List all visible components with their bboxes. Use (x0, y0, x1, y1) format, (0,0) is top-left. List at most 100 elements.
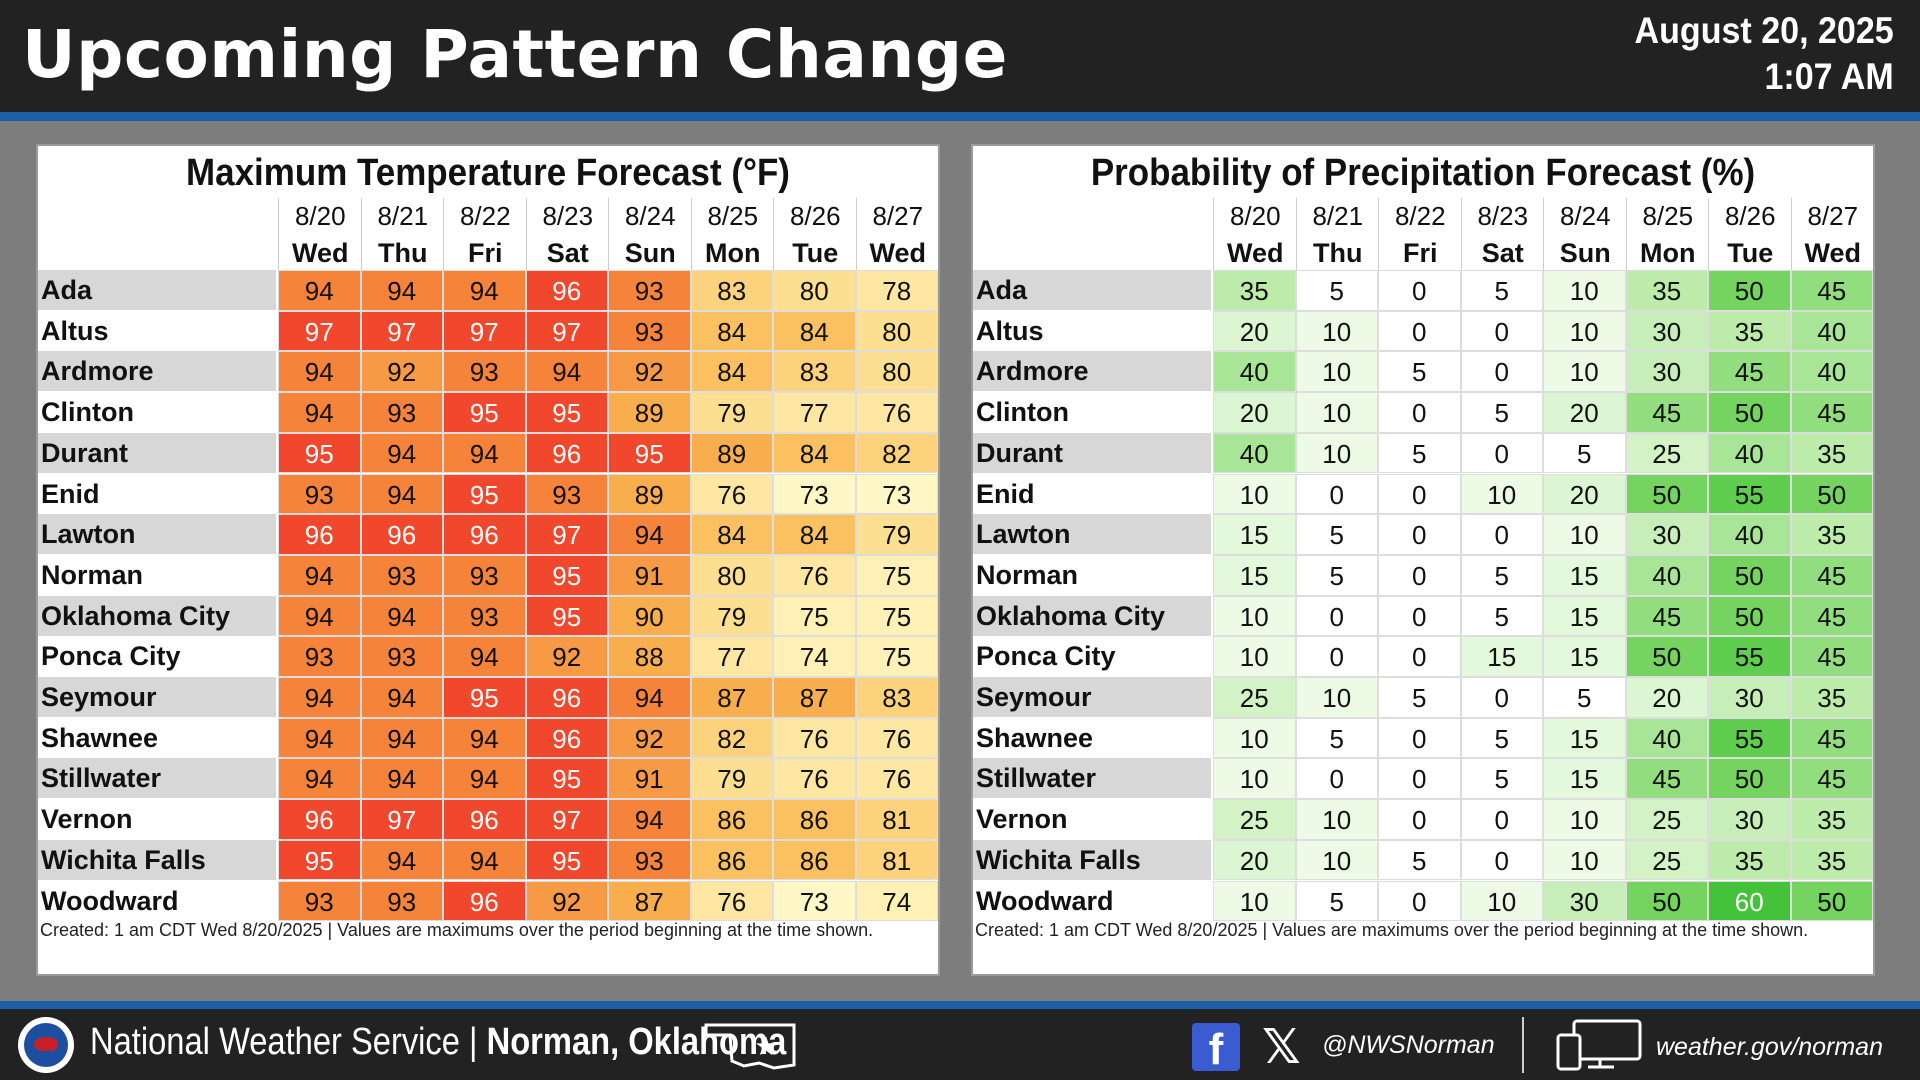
precip-value-cell: 55 (1708, 717, 1791, 759)
precip-value-cell: 30 (1543, 880, 1626, 922)
temp-value-cell: 75 (855, 554, 938, 596)
temp-city-name: Stillwater (38, 758, 276, 799)
precip-value-cell: 0 (1378, 514, 1461, 555)
temp-value-cell: 96 (443, 799, 526, 840)
temp-value-cell: 97 (360, 799, 443, 840)
precip-value-cell: 40 (1790, 310, 1873, 352)
temp-value-cell: 84 (690, 514, 773, 555)
temp-value-cell: 77 (773, 392, 856, 433)
temp-value-cell: 82 (855, 432, 938, 474)
precip-value-cell: 20 (1213, 839, 1296, 881)
precip-value-cell: 40 (1213, 432, 1296, 474)
precip-value-cell: 10 (1543, 351, 1626, 393)
precip-value-cell: 10 (1460, 473, 1543, 515)
temp-value-cell: 86 (690, 799, 773, 840)
temp-value-cell: 93 (608, 310, 691, 352)
precip-value-cell: 0 (1378, 880, 1461, 922)
precip-city-name: Norman (973, 554, 1211, 595)
temp-value-cell: 93 (360, 880, 443, 922)
precip-value-cell: 25 (1625, 432, 1708, 474)
temp-value-cell: 94 (278, 554, 361, 596)
precip-value-cell: 5 (1460, 717, 1543, 759)
precip-value-cell: 0 (1378, 717, 1461, 759)
temp-value-cell: 94 (608, 514, 691, 555)
precip-value-cell: 45 (1790, 392, 1873, 433)
precip-day-date: 8/25 (1642, 201, 1694, 231)
precip-day-weekday: Wed (1804, 238, 1861, 268)
nws-logo-icon (18, 1017, 74, 1073)
precip-value-cell: 0 (1460, 351, 1543, 393)
precip-value-cell: 0 (1378, 636, 1461, 677)
x-icon[interactable]: 𝕏 (1262, 1019, 1301, 1075)
temp-value-cell: 96 (525, 677, 608, 718)
temp-day-header: 8/27 Wed (855, 198, 940, 274)
precip-value-cell: 5 (1378, 677, 1461, 718)
footer-stripe (0, 1001, 1920, 1009)
temp-value-cell: 93 (608, 839, 691, 881)
precip-value-cell: 0 (1295, 473, 1378, 515)
temp-day-header: 8/26 Tue (773, 198, 857, 274)
precip-value-cell: 5 (1295, 880, 1378, 922)
temp-value-cell: 87 (773, 677, 856, 718)
website-link[interactable]: weather.gov/norman (1656, 1033, 1883, 1061)
precip-value-cell: 5 (1460, 554, 1543, 596)
temp-day-date: 8/27 (872, 201, 924, 231)
precip-value-cell: 50 (1625, 880, 1708, 922)
temp-day-date: 8/25 (707, 201, 759, 231)
precip-value-cell: 50 (1625, 636, 1708, 677)
precip-day-header: 8/20 Wed (1213, 198, 1297, 274)
footer-office: National Weather Service | Norman, Oklah… (90, 1021, 786, 1064)
temp-value-cell: 94 (278, 758, 361, 800)
facebook-icon[interactable]: f (1192, 1023, 1240, 1071)
temp-value-cell: 87 (690, 677, 773, 718)
precip-value-cell: 45 (1708, 351, 1791, 393)
precip-city-name: Enid (973, 473, 1211, 514)
precip-day-date: 8/20 (1229, 201, 1281, 231)
temp-day-header: 8/24 Sun (608, 198, 692, 274)
temp-value-cell: 92 (360, 351, 443, 393)
temp-value-cell: 74 (773, 636, 856, 677)
social-handle[interactable]: @NWSNorman (1322, 1031, 1495, 1059)
precip-value-cell: 15 (1543, 636, 1626, 677)
temp-day-weekday: Fri (467, 238, 503, 268)
precip-value-cell: 50 (1790, 880, 1873, 922)
precip-value-cell: 25 (1625, 839, 1708, 881)
header-bar: Upcoming Pattern Change August 20, 2025 … (0, 0, 1920, 112)
temp-city-name: Clinton (38, 392, 276, 433)
temp-value-cell: 76 (773, 758, 856, 800)
temp-value-cell: 76 (690, 473, 773, 515)
computer-icon (1556, 1019, 1642, 1071)
temp-value-cell: 76 (855, 758, 938, 800)
temp-value-cell: 79 (690, 595, 773, 637)
precip-city-name: Woodward (973, 880, 1211, 921)
precip-city-name: Shawnee (973, 717, 1211, 758)
precip-city-name: Vernon (973, 799, 1211, 840)
precip-city-name: Stillwater (973, 758, 1211, 799)
precip-value-cell: 50 (1790, 473, 1873, 515)
precip-value-cell: 5 (1378, 351, 1461, 393)
temp-value-cell: 89 (608, 392, 691, 433)
precip-value-cell: 0 (1378, 310, 1461, 352)
temp-value-cell: 96 (525, 717, 608, 759)
temp-city-name: Norman (38, 554, 276, 595)
precip-value-cell: 40 (1625, 554, 1708, 596)
precip-value-cell: 40 (1708, 432, 1791, 474)
temp-value-cell: 97 (443, 310, 526, 352)
temp-value-cell: 76 (690, 880, 773, 922)
temp-value-cell: 78 (855, 270, 938, 311)
temp-value-cell: 95 (608, 432, 691, 474)
precip-value-cell: 35 (1790, 799, 1873, 840)
precip-value-cell: 55 (1708, 636, 1791, 677)
temp-value-cell: 94 (360, 270, 443, 311)
precip-day-weekday: Sun (1559, 238, 1611, 268)
temp-value-cell: 94 (443, 758, 526, 800)
precip-value-cell: 15 (1460, 636, 1543, 677)
precip-day-weekday: Tue (1727, 238, 1774, 268)
temperature-footnote: Created: 1 am CDT Wed 8/20/2025 | Values… (40, 920, 874, 940)
precip-day-date: 8/24 (1559, 201, 1611, 231)
precip-value-cell: 0 (1460, 310, 1543, 352)
precip-value-cell: 35 (1790, 677, 1873, 718)
temp-value-cell: 74 (855, 880, 938, 922)
precip-value-cell: 5 (1295, 270, 1378, 311)
temp-value-cell: 95 (525, 758, 608, 800)
